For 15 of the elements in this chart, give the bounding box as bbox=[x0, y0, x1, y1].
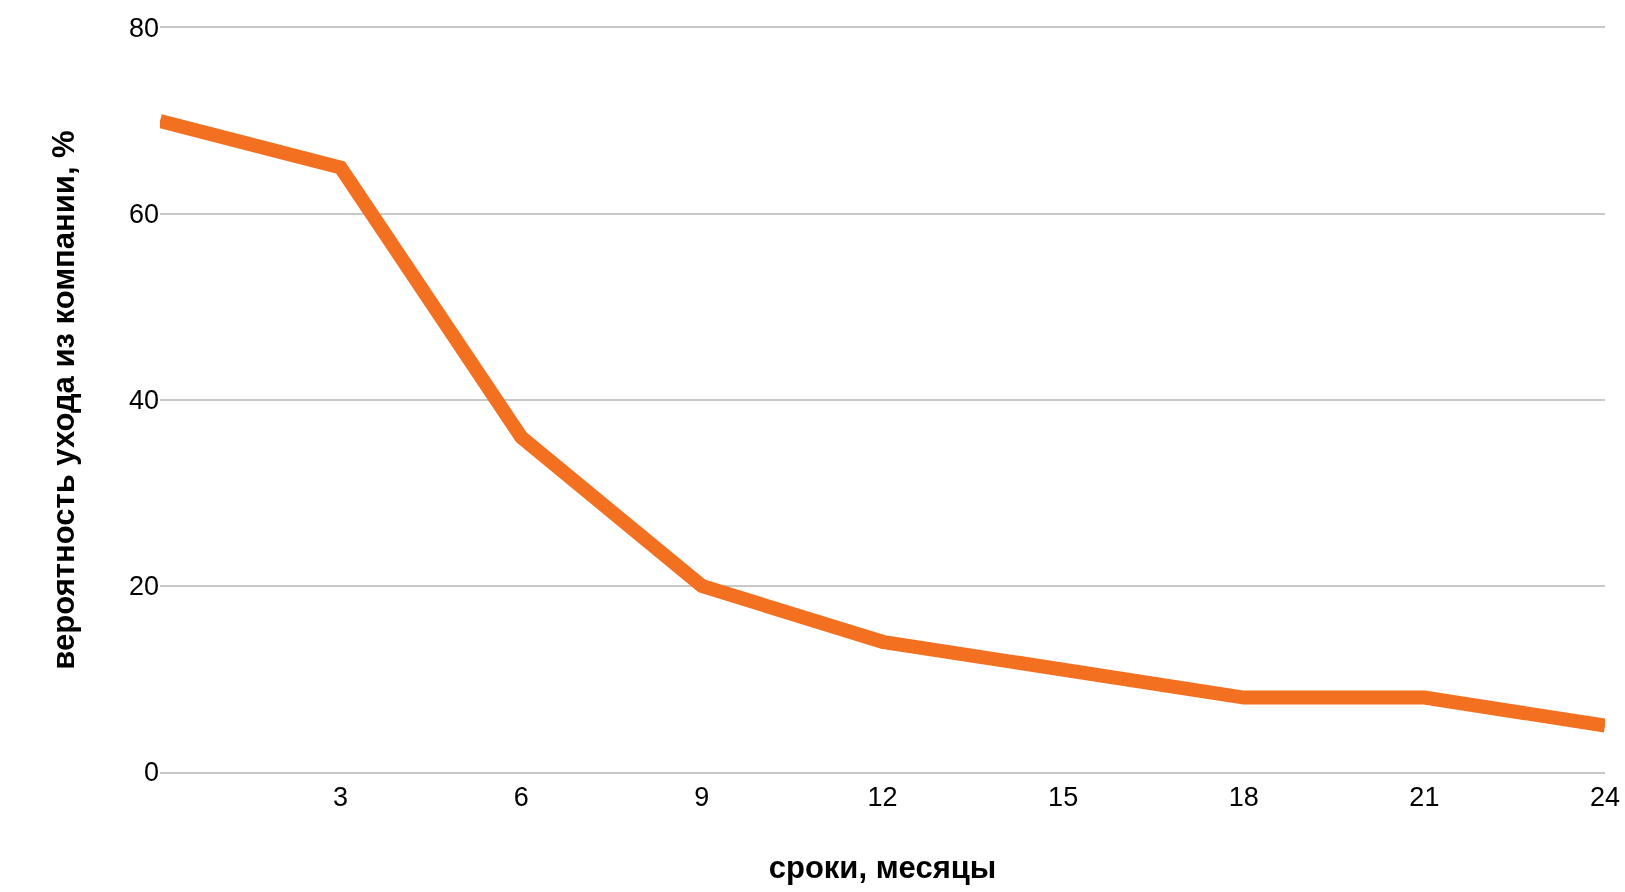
y-tick-label: 80 bbox=[128, 13, 159, 44]
x-tick-label: 3 bbox=[333, 782, 349, 813]
y-tick-label: 40 bbox=[128, 385, 159, 416]
x-tick-label: 15 bbox=[1048, 782, 1079, 813]
x-tick-label: 12 bbox=[867, 782, 898, 813]
x-tick-label: 6 bbox=[513, 782, 529, 813]
x-axis-title: сроки, месяцы bbox=[768, 850, 997, 886]
y-tick-label: 60 bbox=[128, 199, 159, 230]
x-tick-label: 9 bbox=[694, 782, 710, 813]
x-tick-label: 21 bbox=[1409, 782, 1440, 813]
y-axis-title: вероятность ухода из компании, % bbox=[45, 130, 81, 670]
x-tick-label: 18 bbox=[1228, 782, 1259, 813]
x-tick-label: 24 bbox=[1589, 782, 1621, 813]
y-tick-label: 0 bbox=[143, 757, 159, 788]
y-tick-label: 20 bbox=[128, 571, 159, 602]
